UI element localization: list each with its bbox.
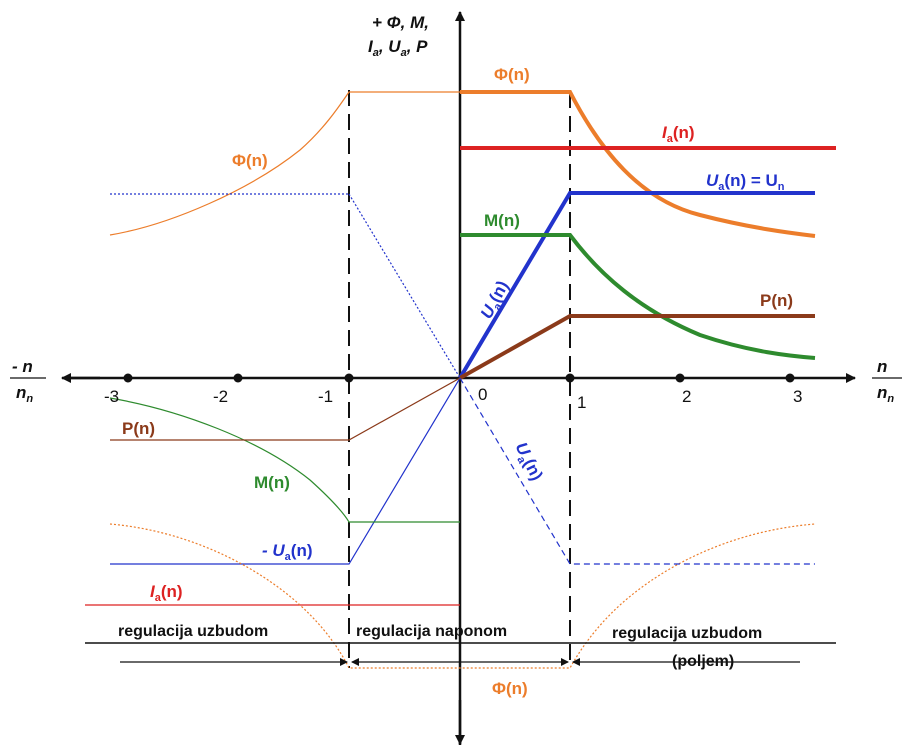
neg-ua-label-sub: a [285, 551, 292, 563]
neg-ua-label: - U [262, 541, 285, 560]
tick-dot-3 [785, 373, 795, 383]
tick-label-1: 1 [577, 393, 586, 412]
neg-ua-line [110, 377, 461, 565]
ua-dashed-down [459, 377, 815, 565]
ia-left-label-tail: (n) [161, 582, 183, 601]
ua-right-label: U [706, 171, 719, 190]
ua-right-label-sub: a [718, 181, 725, 193]
svg-text:Ia, Ua, P: Ia, Ua, P [368, 37, 428, 59]
x-axis-label-neg-num: - n [12, 357, 33, 376]
ua-dotted-diagonal [348, 193, 461, 379]
y-axis-label-ua: , U [378, 37, 401, 56]
m-curve-negative [109, 397, 460, 523]
tick-label-neg1: -1 [318, 387, 333, 406]
y-axis-label-line1: + Φ, M, [372, 13, 429, 32]
x-axis-label-neg-den-sub: n [26, 393, 33, 405]
p-line-negative [110, 377, 461, 441]
svg-text:Ia(n): Ia(n) [150, 582, 183, 604]
svg-text:Ua(n): Ua(n) [509, 439, 547, 485]
ua-down-label-sub: a [514, 455, 528, 467]
region-right-label: regulacija uzbudom [612, 625, 762, 642]
tick-label-2: 2 [682, 387, 691, 406]
y-axis-label-p: , P [406, 37, 428, 56]
ua-line-positive [458, 191, 815, 380]
region-left-label: regulacija uzbudom [118, 623, 268, 640]
phi-top-label: Φ(n) [494, 65, 530, 84]
p-right-label: P(n) [760, 291, 793, 310]
tick-dot-neg2 [233, 373, 243, 383]
svg-text:nn: nn [877, 383, 894, 405]
phi-curve-bottom [109, 523, 816, 669]
ua-diag-label-sub: a [491, 301, 505, 313]
region-right-label-2: (poljem) [672, 653, 734, 670]
tick-label-0: 0 [478, 385, 487, 404]
p-line-positive [459, 314, 815, 380]
x-axis-label-neg-den: n [16, 383, 26, 402]
y-axis-label-ia: I [368, 37, 374, 56]
tick-label-neg2: -2 [213, 387, 228, 406]
y-axis-label-ia-sub: a [373, 47, 379, 59]
svg-text:+ Φ, M,: + Φ, M, [372, 13, 429, 32]
svg-text:nn: nn [16, 383, 33, 405]
y-axis-label-ua-sub: a [401, 47, 407, 59]
tick-dot-2 [675, 373, 685, 383]
svg-text:Ia(n): Ia(n) [662, 123, 695, 145]
region-middle-label: regulacija naponom [356, 623, 507, 640]
ia-left-label-sub: a [155, 592, 162, 604]
phi-curve-negative [109, 91, 460, 236]
ua-diag-label-tail: (n) [485, 278, 512, 306]
tick-label-3: 3 [793, 387, 802, 406]
svg-text:Ua(n): Ua(n) [477, 278, 515, 324]
svg-text:- Ua(n): - Ua(n) [262, 541, 313, 563]
ia-left-label: I [150, 582, 156, 601]
ua-right-label-mid: (n) = U [724, 171, 777, 190]
m-right-label: M(n) [484, 211, 520, 230]
x-axis-label-pos-den: n [877, 383, 887, 402]
tick-dot-neg3 [123, 373, 133, 383]
p-left-label: P(n) [122, 419, 155, 438]
phi-curve-positive [460, 90, 816, 238]
ia-right-label-tail: (n) [673, 123, 695, 142]
tick-dot-1 [565, 373, 575, 383]
x-axis-label-pos-num: n [877, 357, 887, 376]
ia-right-label: I [662, 123, 668, 142]
svg-text:Ua(n) = Un: Ua(n) = Un [706, 171, 785, 193]
tick-label-neg3: -3 [104, 387, 119, 406]
m-curve-positive [460, 233, 816, 360]
phi-bottom-label: Φ(n) [492, 679, 528, 698]
phi-left-label: Φ(n) [232, 151, 268, 170]
ua-right-label-sub2: n [778, 181, 785, 193]
m-left-label: M(n) [254, 473, 290, 492]
neg-ua-label-tail: (n) [291, 541, 313, 560]
x-axis-label-pos-den-sub: n [887, 393, 894, 405]
ia-right-label-sub: a [667, 133, 674, 145]
